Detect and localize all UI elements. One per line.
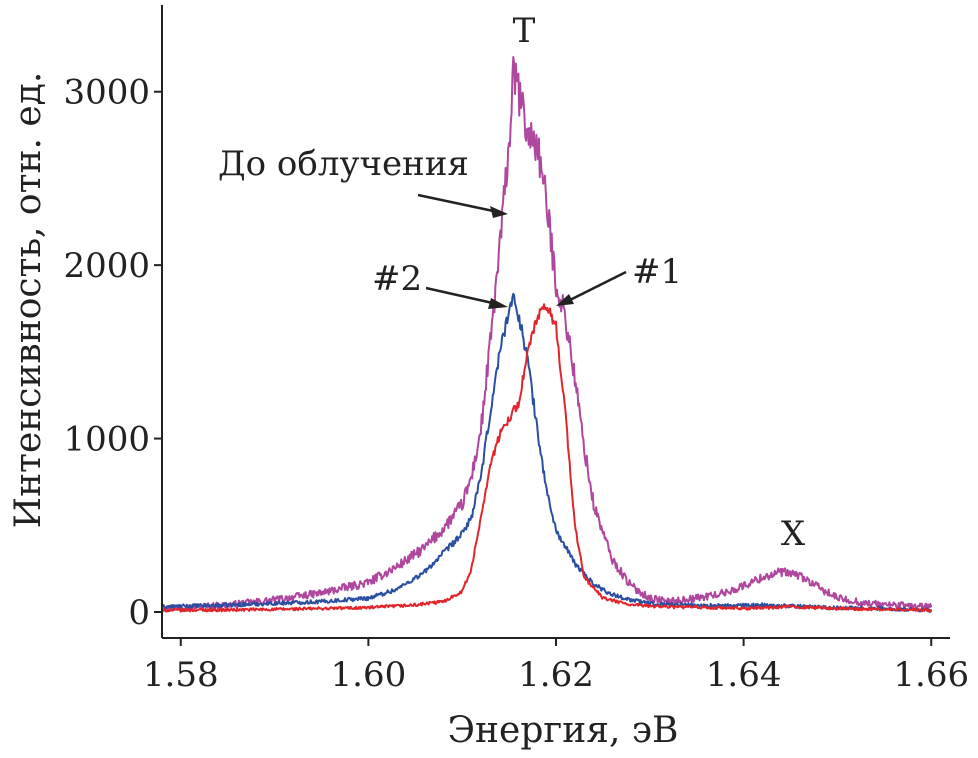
x-tick-label: 1.58 (143, 655, 219, 695)
annotation-x: X (781, 514, 806, 554)
y-tick-label: 3000 (63, 73, 150, 113)
x-axis-title: Энергия, эВ (448, 710, 679, 751)
arrow-before-irradiation (417, 193, 499, 214)
arrow-series-2 (425, 286, 498, 306)
arrowhead-before-irradiation (490, 206, 508, 218)
arrowhead-series-2 (488, 298, 508, 309)
y-tick-label: 0 (128, 593, 150, 633)
arrowhead-series-1 (556, 294, 574, 306)
annotation-before-irradiation: До облучения (218, 144, 469, 184)
annotation-series-1: #1 (632, 252, 682, 292)
y-tick-label: 2000 (63, 246, 150, 286)
annotation-series-2: #2 (372, 259, 422, 299)
series-line-3 (161, 303, 932, 613)
series-line-2 (161, 292, 933, 613)
x-tick-label: 1.66 (893, 655, 969, 695)
series-layer (161, 55, 933, 613)
x-tick-label: 1.62 (518, 655, 594, 695)
y-axis-title: Интенсивность, отн. ед. (8, 72, 49, 529)
x-tick-label: 1.60 (331, 655, 407, 695)
ticks-layer: 1.58 1.60 1.62 1.64 1.66 0 1000 2000 3000 (63, 73, 969, 695)
x-tick-label: 1.64 (706, 655, 782, 695)
annotation-t: T (513, 11, 536, 51)
series-line-1 (161, 55, 933, 613)
y-tick-label: 1000 (63, 420, 150, 460)
arrow-series-1 (569, 270, 627, 302)
